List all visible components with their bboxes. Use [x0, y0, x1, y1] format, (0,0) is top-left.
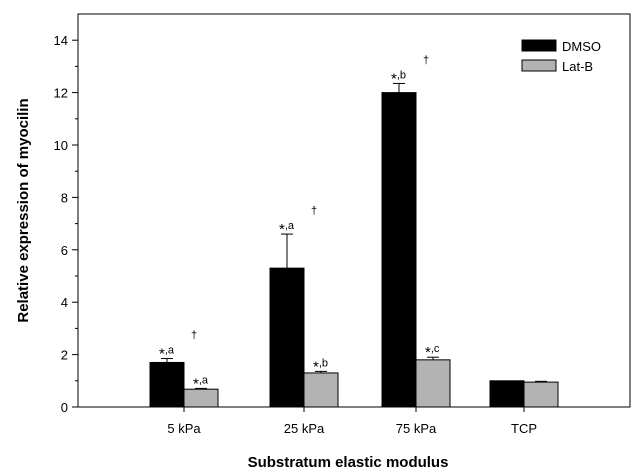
- x-tick-label: 75 kPa: [396, 421, 437, 436]
- legend-swatch-lat-b: [521, 59, 557, 72]
- bar-dmso-1: [269, 267, 305, 408]
- y-tick-label: 14: [54, 33, 68, 48]
- chart-bars: [149, 82, 559, 408]
- bar-lat-b-3: [523, 381, 559, 408]
- legend-swatch-dmso: [521, 39, 557, 52]
- y-tick-label: 4: [61, 295, 68, 310]
- legend-label-dmso: DMSO: [562, 39, 601, 54]
- chart-axes: 0 2 4 6 8 10 12 14 5 kPa 25 kPa 75 kPa TCP: [54, 13, 631, 436]
- significance-annotation: *,b: [313, 357, 328, 375]
- y-tick-label: 0: [61, 400, 68, 415]
- y-axis-title: Relative expression of myocilin: [15, 98, 32, 322]
- x-axis-title: Substratum elastic modulus: [248, 454, 449, 471]
- y-tick-label: 12: [54, 86, 68, 101]
- y-tick-label: 8: [61, 190, 68, 205]
- significance-annotation: *,c: [425, 343, 440, 361]
- significance-annotation: *,a: [159, 345, 175, 363]
- bar-dmso-3: [489, 380, 525, 408]
- dagger-annotation: †: [191, 330, 197, 342]
- significance-annotation: *,b: [391, 69, 406, 87]
- bar-lat-b-2: [415, 359, 451, 408]
- x-tick-label: 25 kPa: [284, 421, 325, 436]
- dagger-annotation: †: [423, 54, 429, 66]
- x-tick-label: 5 kPa: [167, 421, 201, 436]
- bar-dmso-2: [381, 92, 417, 408]
- bar-lat-b-1: [303, 372, 339, 408]
- significance-annotation: *,a: [193, 374, 209, 392]
- chart-annotations: *,a † *,a † *,b † *,a *,b *,c: [159, 54, 440, 392]
- x-tick-label: TCP: [511, 421, 537, 436]
- y-tick-label: 10: [54, 138, 68, 153]
- chart-legend: DMSO Lat-B: [521, 39, 601, 74]
- dagger-annotation: †: [311, 205, 317, 217]
- legend-label-lat-b: Lat-B: [562, 59, 593, 74]
- significance-annotation: *,a: [279, 220, 295, 238]
- y-tick-label: 6: [61, 243, 68, 258]
- y-tick-label: 2: [61, 348, 68, 363]
- bar-dmso-0: [149, 361, 185, 408]
- bar-lat-b-0: [183, 388, 219, 408]
- plot-frame: [77, 13, 631, 408]
